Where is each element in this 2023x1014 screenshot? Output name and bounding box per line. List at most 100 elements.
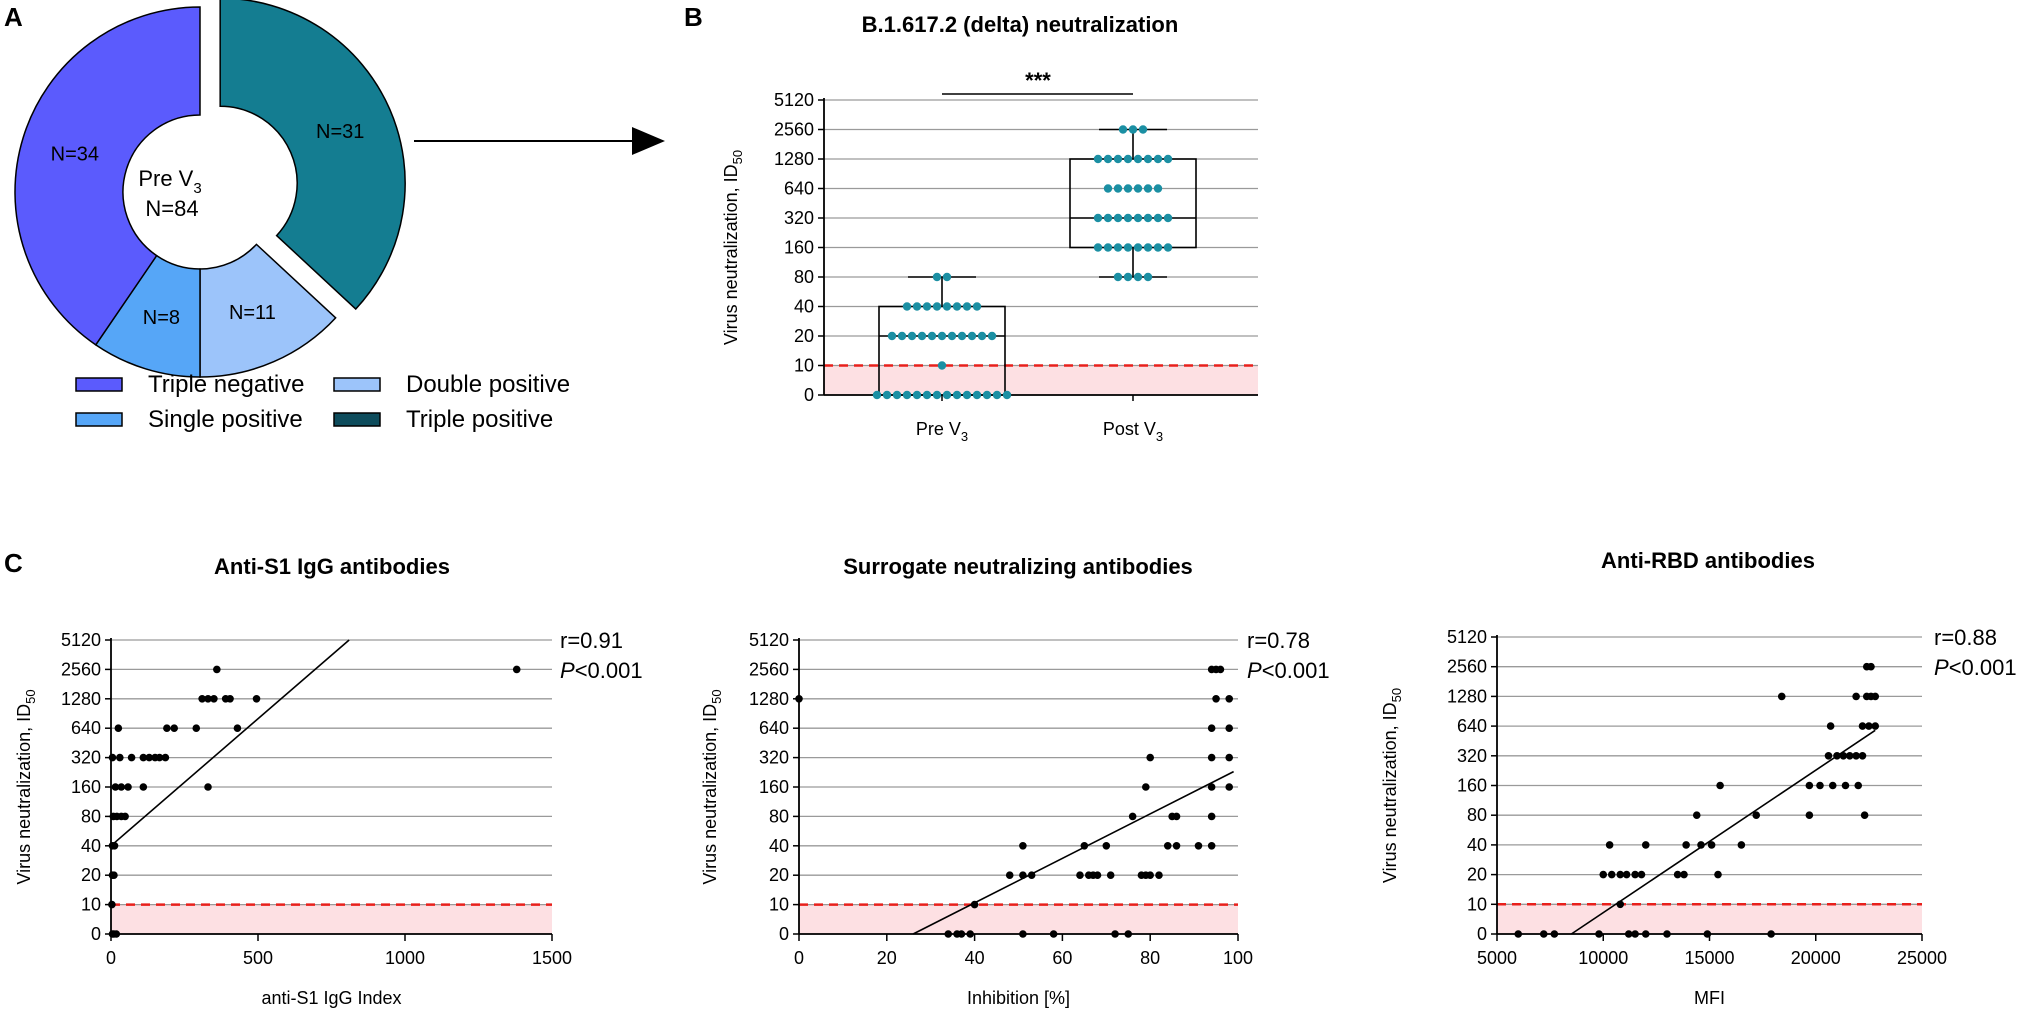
data-point xyxy=(957,930,966,938)
data-point xyxy=(907,331,917,341)
data-point xyxy=(1123,213,1133,223)
y-tick-label: 2560 xyxy=(774,120,814,140)
data-point xyxy=(1153,184,1163,193)
data-point xyxy=(902,302,912,311)
scatter-anti-s1-igg: Anti-S1 IgG antibodies 0 10 20 40 80 160 320 640… xyxy=(14,554,643,1008)
data-point xyxy=(1641,930,1650,938)
legend-swatch-single-positive xyxy=(75,412,123,427)
data-point xyxy=(917,331,927,341)
p-value: P<0.001 xyxy=(560,658,643,683)
y-axis-label-subscript: 50 xyxy=(1389,688,1404,702)
y-tick-label: 2560 xyxy=(749,659,789,679)
y-tick-label: 640 xyxy=(71,718,101,738)
data-point xyxy=(112,930,121,938)
donut-slice-triple-negative xyxy=(14,6,201,346)
data-point xyxy=(1113,213,1123,223)
data-point xyxy=(1595,930,1603,938)
y-axis-label-subscript: 50 xyxy=(23,689,38,703)
donut-slice-triple-positive xyxy=(219,0,406,311)
data-point xyxy=(932,390,942,400)
legend-swatch-double-positive xyxy=(333,377,381,392)
data-point xyxy=(1716,781,1724,790)
data-point xyxy=(1019,842,1027,850)
data-point xyxy=(1622,870,1631,879)
data-point xyxy=(1624,930,1633,938)
p-value: P<0.001 xyxy=(1247,658,1330,683)
data-point xyxy=(927,331,937,341)
data-point xyxy=(944,930,953,938)
x-tick-label: 60 xyxy=(1052,948,1072,968)
data-point xyxy=(1707,841,1716,849)
data-point xyxy=(902,390,912,400)
data-point xyxy=(1599,870,1608,879)
data-point xyxy=(1118,125,1128,134)
data-point xyxy=(1133,184,1143,193)
data-point xyxy=(1128,812,1137,821)
data-point xyxy=(139,783,148,791)
data-point xyxy=(1673,870,1682,879)
y-tick-label: 0 xyxy=(804,385,814,405)
correlation-r: r=0.78 xyxy=(1247,628,1310,653)
data-point xyxy=(1752,811,1761,819)
data-point xyxy=(1123,272,1133,282)
data-point xyxy=(937,331,947,341)
data-point xyxy=(992,390,1002,400)
data-point xyxy=(1212,695,1220,703)
chart-title: Surrogate neutralizing antibodies xyxy=(843,554,1193,579)
x-tick-label: 1500 xyxy=(532,948,572,968)
data-point xyxy=(1143,184,1153,193)
data-point xyxy=(1123,154,1133,164)
y-tick-label: 640 xyxy=(759,718,789,738)
threshold-region xyxy=(824,365,1258,395)
data-point xyxy=(1113,243,1123,252)
y-tick-label: 5120 xyxy=(749,630,789,650)
data-point xyxy=(1146,753,1154,762)
data-point xyxy=(1019,871,1027,879)
data-point xyxy=(1133,272,1143,282)
data-point xyxy=(1138,125,1148,134)
data-point xyxy=(1858,752,1867,760)
data-point xyxy=(1854,781,1863,790)
y-tick-label: 10 xyxy=(1467,894,1487,914)
y-tick-label: 1280 xyxy=(1447,686,1487,706)
data-point xyxy=(1871,692,1880,701)
svg-text:Pre V3: Pre V3 xyxy=(138,166,201,197)
y-tick-label: 160 xyxy=(1457,776,1487,796)
y-tick-label: 40 xyxy=(81,836,101,856)
y-tick-label: 5120 xyxy=(774,90,814,110)
center-label-n: N=84 xyxy=(145,196,198,221)
x-tick-label: 80 xyxy=(1140,948,1160,968)
panel-a: A N=31 N=11 N=8 N=34 Pre V3 N=84 Triple neg… xyxy=(4,0,665,433)
donut-label-single-positive: N=8 xyxy=(143,307,180,329)
y-axis-label-text: Virus neutralization, ID xyxy=(700,704,720,885)
data-point xyxy=(1106,871,1115,879)
data-point xyxy=(1867,662,1875,671)
donut-center-label: Pre V3 N=84 xyxy=(138,166,201,221)
data-point xyxy=(110,871,118,879)
data-point xyxy=(1153,243,1163,252)
data-point xyxy=(1207,783,1216,791)
data-point xyxy=(226,695,234,703)
arrow xyxy=(414,127,665,155)
data-point xyxy=(1631,930,1639,938)
correlation-r: r=0.91 xyxy=(560,628,623,653)
y-tick-label: 40 xyxy=(794,297,814,317)
x-tick-label: 1000 xyxy=(385,948,425,968)
panel-c: C Anti-S1 IgG antibodies 0 10 20 40 80 160 320 6… xyxy=(4,548,2017,1008)
y-tick-label: 20 xyxy=(794,326,814,346)
data-point xyxy=(1093,871,1102,879)
donut-label-triple-negative: N=34 xyxy=(51,143,99,165)
regression-line xyxy=(1570,729,1876,935)
data-point xyxy=(967,331,977,341)
y-axis-label-subscript: 50 xyxy=(730,150,745,164)
data-point xyxy=(987,331,997,341)
data-point xyxy=(887,331,897,341)
data-point xyxy=(1163,213,1173,223)
y-tick-label: 0 xyxy=(1477,924,1487,944)
y-tick-label: 160 xyxy=(784,238,814,258)
data-point xyxy=(1143,272,1153,282)
panel-a-letter: A xyxy=(4,2,23,32)
data-point xyxy=(942,390,952,400)
y-tick-label: 10 xyxy=(794,356,814,376)
data-point xyxy=(1550,930,1559,938)
